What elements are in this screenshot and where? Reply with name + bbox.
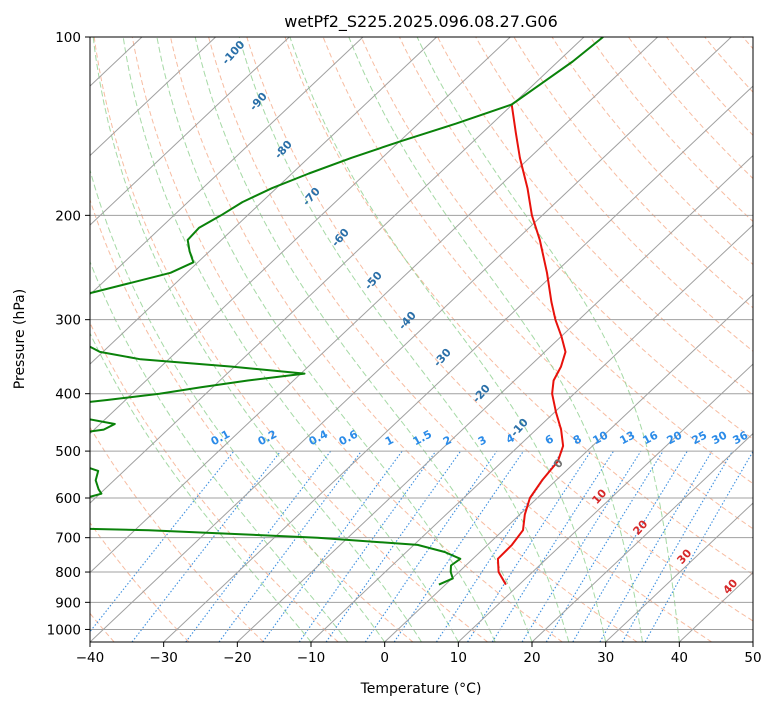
x-tick-label: −20 [223, 650, 252, 666]
y-tick-label: 800 [55, 565, 81, 581]
moist-adiabat [90, 332, 312, 642]
isotherm-gridline [236, 154, 753, 642]
mixing-ratio-line [491, 450, 615, 642]
dry-adiabat [551, 37, 753, 266]
x-tick-label: 40 [671, 650, 688, 666]
isotherm-gridline [163, 85, 753, 642]
mixing-ratio-line [298, 450, 437, 642]
x-tick-label: −40 [76, 650, 105, 666]
dry-adiabat [284, 37, 753, 576]
mixing-ratio-line [218, 450, 362, 642]
isotherm-gridline [90, 37, 511, 435]
isotherm-gridline [384, 293, 753, 642]
mixing-ratio-line [325, 450, 462, 642]
y-tick-label: 700 [55, 531, 81, 547]
dry-adiabat [131, 37, 563, 642]
y-tick-label: 200 [55, 208, 81, 224]
mixing-ratio-line [262, 450, 403, 642]
moist-adiabat [348, 37, 643, 642]
mixing-ratio-line [185, 450, 332, 642]
x-tick-label: 50 [744, 650, 761, 666]
isotherm-gridline [90, 37, 585, 504]
y-tick-label: 1000 [47, 622, 81, 638]
y-tick-label: 600 [55, 491, 81, 507]
mixing-ratio-label: 10 [591, 428, 611, 447]
x-tick-label: −10 [297, 650, 326, 666]
isotherm-gridline [605, 502, 753, 642]
temperature-line [496, 104, 567, 586]
moist-adiabat [122, 37, 459, 642]
mixing-ratio-line [467, 450, 592, 642]
mixing-ratio-label: 13 [618, 429, 638, 448]
x-tick-label: 30 [597, 650, 614, 666]
mixing-ratio-label: 16 [641, 428, 661, 447]
mixing-ratio-line [364, 450, 498, 642]
x-tick-label: 10 [450, 650, 467, 666]
moist-adiabat [289, 37, 607, 642]
dry-adiabat [90, 426, 264, 642]
dry-adiabat [90, 321, 339, 642]
y-tick-label: 900 [55, 595, 81, 611]
x-tick-label: 0 [380, 650, 389, 666]
isotherm-gridline [90, 37, 732, 642]
mixing-ratio-line [644, 450, 753, 642]
isotherm-gridline [90, 37, 437, 365]
dry-adiabat [627, 37, 753, 180]
y-tick-label: 300 [55, 313, 81, 329]
moist-adiabat [90, 168, 386, 642]
mixing-ratio-label: 20 [665, 428, 685, 447]
dry-adiabat [90, 198, 414, 642]
mixing-ratio-label: 25 [690, 429, 710, 448]
moist-adiabat [416, 37, 680, 642]
isotherm-gridline [90, 37, 290, 226]
moist-adiabat [90, 260, 349, 642]
dry-adiabat [437, 37, 753, 396]
x-axis-label: Temperature (°C) [360, 681, 482, 697]
mixing-ratio-line [545, 450, 664, 642]
dry-adiabat [475, 37, 753, 352]
isotherm-gridline [457, 363, 753, 642]
y-axis-label: Pressure (hPa) [12, 289, 28, 389]
moist-adiabat [156, 37, 496, 642]
dry-adiabat [360, 37, 753, 485]
dry-adiabat [513, 37, 753, 309]
mixing-ratio-line [90, 450, 235, 633]
isotherm-gridline [90, 37, 216, 157]
mixing-ratio-label: 36 [731, 428, 751, 447]
y-tick-label: 400 [55, 387, 81, 403]
background-lines [90, 37, 753, 642]
plot-frame [89, 36, 754, 643]
profile-lines [90, 37, 604, 586]
isotherm-gridline [90, 37, 364, 296]
axis-ticks: −40 −30 −20 −10 0 10 20 30 40 50 100 200 300 400 500 60… [47, 30, 762, 666]
dry-adiabat [246, 37, 753, 622]
dewpoint-line [90, 37, 604, 586]
chart-title: wetPf2_S225.2025.096.08.27.G06 [284, 12, 558, 32]
x-tick-label: −30 [149, 650, 178, 666]
isotherm-gridline [310, 224, 753, 642]
mixing-ratio-label: 30 [710, 428, 730, 447]
isotherm-gridline [531, 432, 753, 642]
isotherm-gridline [90, 37, 658, 574]
y-tick-label: 100 [55, 30, 81, 46]
moist-adiabat [194, 37, 533, 642]
x-tick-label: 20 [523, 650, 540, 666]
dry-adiabat [208, 37, 712, 642]
y-tick-label: 500 [55, 444, 81, 460]
dry-adiabat [90, 521, 190, 642]
